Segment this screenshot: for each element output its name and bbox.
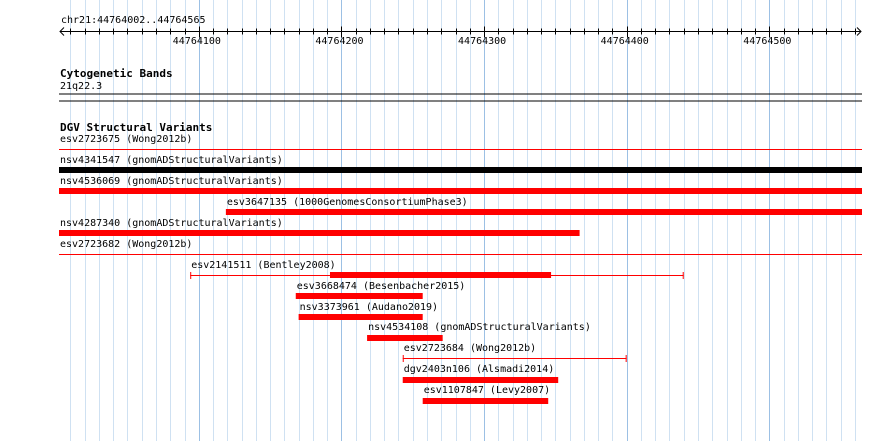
dgv-feature-label[interactable]: nsv4287340 (gnomADStructuralVariants) <box>60 218 283 229</box>
cytoband-track-title: Cytogenetic Bands <box>60 67 173 80</box>
ruler-tick-label: 44764300 <box>458 36 507 47</box>
dgv-feature-bar[interactable] <box>59 188 862 194</box>
dgv-feature-bar[interactable] <box>225 209 862 215</box>
ruler-tick-label: 44764400 <box>600 36 649 47</box>
dgv-feature-label[interactable]: esv3668474 (Besenbacher2015) <box>296 281 466 292</box>
dgv-feature-label[interactable]: nsv4536069 (gnomADStructuralVariants) <box>60 176 283 187</box>
dgv-feature-label[interactable]: esv2723684 (Wong2012b) <box>403 343 537 354</box>
ruler-right-arrow-icon[interactable] <box>856 27 862 36</box>
ruler-tick-label: 44764100 <box>172 36 221 47</box>
cytoband-band-label[interactable]: 21q22.3 <box>60 81 103 92</box>
dgv-feature-bar[interactable] <box>59 230 580 236</box>
dgv-feature-bar[interactable] <box>422 398 549 404</box>
ruler-left-arrow-icon[interactable] <box>59 27 65 36</box>
dgv-feature-bar[interactable] <box>367 335 443 341</box>
dgv-feature-bar[interactable] <box>329 272 552 278</box>
ruler-ticks <box>70 26 856 38</box>
dgv-features <box>59 149 862 404</box>
ruler <box>59 26 862 38</box>
dgv-feature-label[interactable]: esv2141511 (Bentley2008) <box>191 260 336 271</box>
region-label: chr21:44764002..44764565 <box>61 15 206 26</box>
ruler-tick-label: 44764200 <box>315 36 364 47</box>
dgv-feature-label[interactable]: esv2723675 (Wong2012b) <box>60 134 193 145</box>
dgv-feature-label[interactable]: dgv2403n106 (Alsmadi2014) <box>403 364 555 375</box>
dgv-feature-label[interactable]: esv1107847 (Levy2007) <box>423 385 551 396</box>
dgv-feature-label[interactable]: nsv3373961 (Audano2019) <box>299 302 439 313</box>
dgv-feature-bar[interactable] <box>298 314 423 320</box>
dgv-feature-label[interactable]: esv2723682 (Wong2012b) <box>60 239 193 250</box>
ruler-tick-label: 44764500 <box>743 36 792 47</box>
dgv-feature-label[interactable]: esv3647135 (1000GenomesConsortiumPhase3) <box>226 197 468 208</box>
cytoband-track <box>59 93 862 102</box>
dgv-feature-bar[interactable] <box>402 377 559 383</box>
dgv-track-title: DGV Structural Variants <box>60 121 213 134</box>
grid-lines <box>70 0 856 441</box>
dgv-feature-bar[interactable] <box>59 167 862 173</box>
dgv-feature-label[interactable]: nsv4341547 (gnomADStructuralVariants) <box>60 155 283 166</box>
dgv-feature-label[interactable]: nsv4534108 (gnomADStructuralVariants) <box>368 322 591 333</box>
dgv-feature-bar[interactable] <box>295 293 423 299</box>
